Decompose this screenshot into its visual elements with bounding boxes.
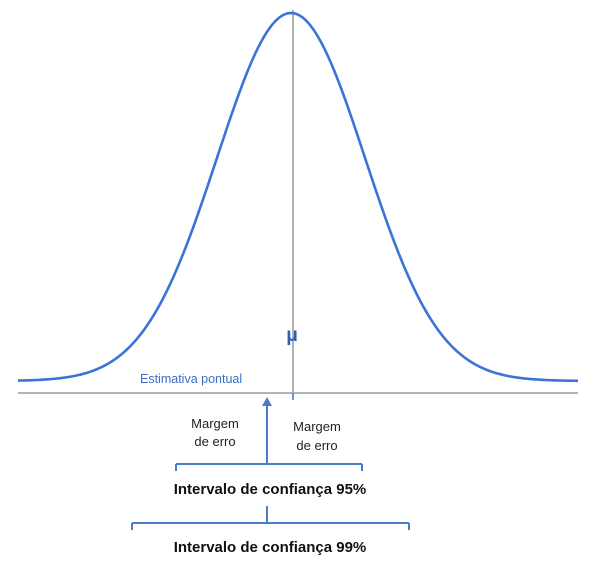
ci95-label: Intervalo de confiança 95% xyxy=(174,481,367,498)
margin-right-line1: Margem xyxy=(293,419,341,434)
margin-right-line2: de erro xyxy=(296,438,337,453)
margin-left-line2: de erro xyxy=(194,434,235,449)
margin-left-line1: Margem xyxy=(191,416,239,431)
ci95-bracket xyxy=(176,464,362,471)
arrow-head xyxy=(262,397,272,406)
bell-curve xyxy=(18,13,578,381)
ci99-bracket xyxy=(132,506,409,530)
ci99-label: Intervalo de confiança 99% xyxy=(174,539,367,556)
mu-symbol: μ xyxy=(286,325,298,346)
point-estimate-label: Estimativa pontual xyxy=(140,372,242,386)
